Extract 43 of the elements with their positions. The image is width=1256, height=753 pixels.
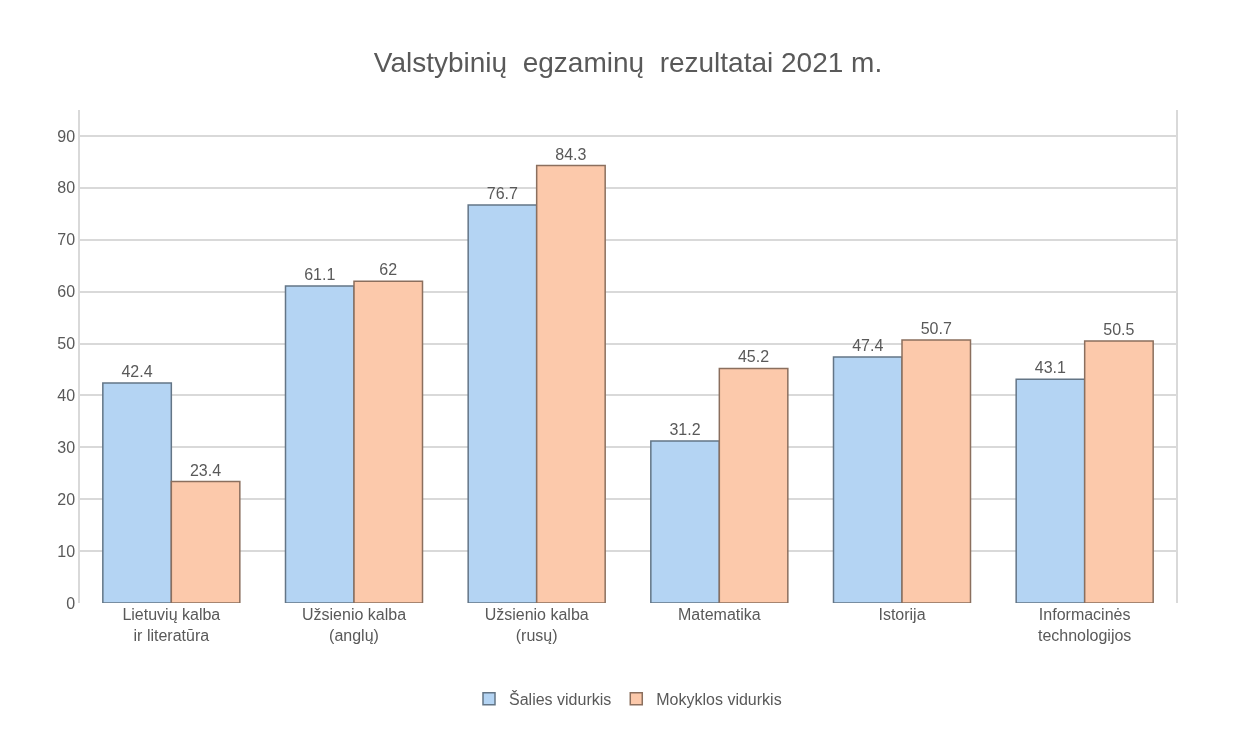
bar: [535, 164, 606, 603]
data-label: 31.2: [669, 421, 701, 439]
bar: [650, 440, 721, 603]
data-label: 23.4: [189, 461, 222, 479]
x-tick-label: Užsienio kalba (rusų): [484, 606, 589, 644]
y-tick-label: 70: [57, 231, 76, 249]
legend-label: Šalies vidurkis: [509, 690, 612, 709]
data-label: 61.1: [304, 265, 336, 283]
data-label: 76.7: [486, 184, 519, 202]
y-tick-label: 90: [57, 127, 76, 145]
bar: [1083, 340, 1154, 603]
data-label: 45.2: [737, 348, 770, 366]
x-tick-label: Matematika: [677, 606, 761, 623]
bar: [718, 367, 789, 603]
x-tick-label: Informacinės technologijos: [1037, 606, 1132, 644]
chart-title: Valstybinių egzaminų rezultatai 2021 m.: [373, 47, 883, 79]
bar: [102, 382, 173, 603]
data-label: 62: [379, 261, 398, 279]
bar: [467, 204, 538, 603]
data-label: 42.4: [121, 362, 153, 380]
y-tick-label: 60: [57, 283, 76, 301]
data-label: 43.1: [1034, 359, 1067, 377]
y-tick-label: 80: [57, 179, 76, 197]
x-tick-label: Užsienio kalba (anglų): [301, 606, 407, 644]
y-tick-label: 10: [57, 542, 76, 560]
y-tick-label: 50: [57, 335, 76, 353]
bar: [284, 285, 355, 603]
data-label: 84.3: [555, 145, 587, 163]
x-tick-label: Lietuvių kalba ir literatūra: [122, 606, 221, 644]
data-label: 50.5: [1103, 320, 1135, 338]
bar: [170, 480, 241, 603]
data-label: 50.7: [920, 319, 952, 337]
data-label: 47.4: [852, 337, 884, 355]
y-tick-label: 30: [57, 438, 76, 456]
legend-label: Mokyklos vidurkis: [656, 691, 782, 709]
x-tick-label: Istorija: [878, 606, 926, 623]
bar: [832, 356, 903, 603]
bar: [353, 280, 424, 603]
y-tick-label: 20: [57, 490, 76, 508]
y-tick-label: 40: [57, 387, 76, 405]
bar: [1015, 378, 1086, 603]
bar: [901, 339, 972, 603]
y-tick-label: 0: [66, 594, 76, 612]
